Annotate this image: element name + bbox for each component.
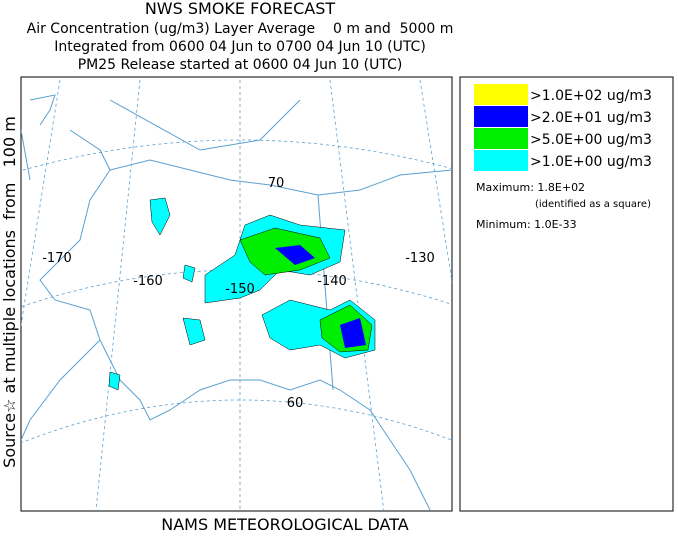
legend-label: >1.0E+00 ug/m3 [530, 154, 652, 170]
plume [149, 197, 171, 236]
legend-frame [459, 76, 674, 512]
subtitle: Air Concentration (ug/m3) Layer Average … [27, 21, 454, 37]
legend-max-note: (identified as a square) [535, 199, 651, 210]
lon-label: -160 [133, 274, 163, 289]
footer: NAMS METEOROLOGICAL DATA [161, 515, 409, 532]
legend-maximum: Maximum: 1.8E+02 [476, 181, 585, 194]
coastline [21, 339, 101, 441]
lat-label: 60 [287, 396, 304, 411]
plume [182, 317, 206, 346]
plume [275, 245, 315, 265]
graticule [21, 399, 452, 444]
graticule [21, 79, 61, 328]
legend-label: >2.0E+01 ug/m3 [530, 110, 652, 126]
lat-label: 70 [268, 176, 285, 191]
legend-label: >1.0E+02 ug/m3 [530, 88, 652, 104]
legend-swatch [474, 128, 528, 149]
graticule [329, 79, 385, 511]
lon-label: -150 [225, 282, 255, 297]
lon-label: -130 [405, 251, 435, 266]
subtitle: Integrated from 0600 04 Jun to 0700 04 J… [54, 39, 426, 55]
coastline [39, 169, 431, 511]
subtitle: PM25 Release started at 0600 04 Jun 10 (… [78, 57, 403, 73]
legend-swatch [474, 150, 528, 171]
lon-label: -140 [317, 274, 347, 289]
graticule [419, 79, 452, 284]
lon-label: -170 [42, 251, 72, 266]
legend-label: >5.0E+00 ug/m3 [530, 132, 652, 148]
title: NWS SMOKE FORECAST [145, 0, 336, 18]
coastline [21, 99, 301, 181]
plume [182, 264, 196, 283]
side-label: Source☆ at multiple locations from 100 m [0, 116, 19, 468]
plume [340, 318, 366, 348]
legend-swatch [474, 84, 528, 105]
legend: >1.0E+02 ug/m3 >2.0E+01 ug/m3 >5.0E+00 ug/… [474, 84, 652, 171]
plume [108, 371, 121, 391]
coastline [29, 94, 452, 196]
legend-minimum: Minimum: 1.0E-33 [476, 218, 577, 231]
map: -170 -160 -150 -140 -130 70 60 [20, 76, 453, 512]
graticule [95, 79, 141, 511]
legend-swatch [474, 106, 528, 127]
smoke-plumes [108, 197, 376, 391]
